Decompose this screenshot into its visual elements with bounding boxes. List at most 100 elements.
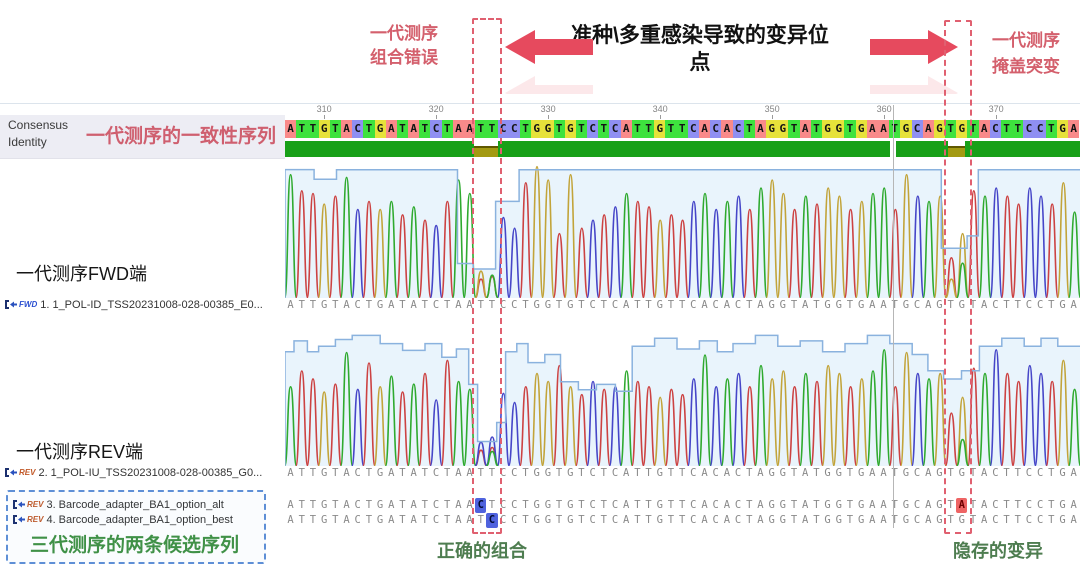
trace-peak (653, 396, 667, 466)
base: G (835, 514, 842, 526)
read-row-label[interactable]: REV 2. 1_POL-IU_TSS20231008-028-00385_G0.… (4, 465, 282, 480)
trace-peak (754, 187, 768, 298)
base: C (992, 514, 999, 526)
read-direction-tag: REV (27, 515, 44, 524)
trace-peak (451, 380, 466, 466)
base: T (1048, 467, 1055, 479)
trace-peak (619, 370, 634, 466)
trace-peak (832, 372, 847, 466)
trace-peak (619, 192, 634, 298)
base: G (902, 499, 910, 511)
base: C (611, 514, 619, 526)
region-boundary-line (893, 105, 894, 528)
base: C (992, 299, 999, 311)
base: A (408, 120, 420, 138)
trace-peak (776, 370, 791, 466)
read-name[interactable]: 3. Barcode_adapter_BA1_option_alt (46, 498, 224, 511)
base: A (343, 299, 350, 311)
base: T (555, 467, 563, 479)
base: T (746, 514, 753, 526)
base: C (690, 467, 697, 479)
base: A (869, 514, 876, 526)
base: G (824, 299, 831, 311)
base: C (1025, 514, 1033, 526)
base: G (656, 499, 663, 511)
base: G (533, 299, 540, 311)
base: C (992, 499, 999, 511)
trace-peak (541, 179, 555, 298)
base: T (667, 467, 675, 479)
base: T (746, 499, 753, 511)
read-row-label[interactable]: REV 4. Barcode_adapter_BA1_option_best (12, 512, 262, 527)
trace-peak (1000, 195, 1015, 298)
trace-peak (496, 216, 511, 298)
base: A (464, 120, 476, 138)
base: A (1070, 499, 1077, 511)
base: T (969, 299, 977, 311)
chromatogram-fwd[interactable] (285, 160, 1080, 298)
base: T (441, 120, 453, 138)
base: G (567, 467, 574, 479)
ruler-tick (996, 115, 998, 119)
trace-peak (720, 378, 735, 466)
base: T (891, 514, 898, 526)
trace-peak (541, 380, 555, 466)
read-name[interactable]: 4. Barcode_adapter_BA1_option_best (46, 513, 233, 526)
trace-peak (552, 364, 567, 466)
base: G (936, 499, 943, 511)
trace-peak (1023, 364, 1037, 466)
base: A (385, 120, 397, 138)
trace-peak (955, 396, 970, 466)
trace-peak (586, 380, 600, 466)
trace-peak (989, 187, 1003, 298)
base: G (544, 299, 552, 311)
consensus-panel: Consensus Identity 一代测序的一致性序列 (0, 115, 285, 159)
base: T (421, 467, 428, 479)
trace-peak (373, 208, 387, 298)
base: G (824, 499, 831, 511)
base: T (891, 467, 898, 479)
base: A (880, 299, 887, 311)
base: G (768, 499, 775, 511)
trace-peak (339, 351, 354, 466)
read-name[interactable]: 1. 1_POL-ID_TSS20231008-028-00385_E0... (40, 298, 263, 311)
trace-peak (563, 173, 578, 298)
trace-peak (1056, 359, 1071, 466)
trace-peak (1011, 380, 1026, 466)
base: T (1014, 299, 1021, 311)
trace-peak (384, 200, 399, 298)
base: A (1070, 514, 1077, 526)
base: G (564, 120, 576, 138)
base: A (877, 120, 890, 138)
read-row-label[interactable]: REV 3. Barcode_adapter_BA1_option_alt (12, 497, 262, 512)
base: T (365, 299, 373, 311)
trace-peak (519, 181, 533, 298)
base: A (802, 499, 809, 511)
base: C (587, 120, 599, 138)
trace-peak (799, 372, 813, 466)
trace-peak (933, 195, 947, 298)
base: G (374, 120, 386, 138)
trace-peak (664, 214, 679, 298)
read-row-label[interactable]: FWD 1. 1_POL-ID_TSS20231008-028-00385_E0.… (4, 297, 282, 312)
base: T (488, 499, 496, 511)
base: A (981, 499, 988, 511)
base: A (981, 514, 988, 526)
trace-peak (597, 388, 611, 466)
base: G (531, 120, 543, 138)
base: G (958, 467, 965, 479)
base: A (410, 514, 417, 526)
base: A (757, 467, 764, 479)
trace-peak (295, 370, 309, 466)
read-name[interactable]: 2. 1_POL-IU_TSS20231008-028-00385_G0... (38, 466, 263, 479)
trace-peak (765, 378, 779, 466)
base: A (869, 299, 876, 311)
base: T (477, 467, 484, 479)
chromatogram-rev[interactable] (285, 330, 1080, 466)
base: C (690, 299, 697, 311)
